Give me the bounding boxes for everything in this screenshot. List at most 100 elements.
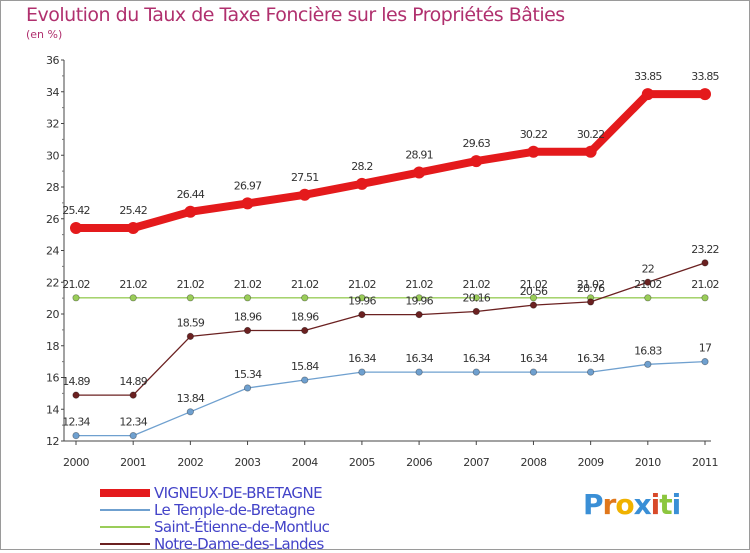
x-tick-label: 2006 xyxy=(406,456,432,469)
y-tick-label: 34 xyxy=(46,86,59,99)
data-label: 25.42 xyxy=(62,204,90,217)
data-label: 33.85 xyxy=(634,70,662,83)
data-label: 14.89 xyxy=(62,375,90,388)
y-tick-label: 22 xyxy=(46,276,59,289)
chart-title: Evolution du Taux de Taxe Foncière sur l… xyxy=(26,4,565,26)
data-label: 12.34 xyxy=(119,416,147,429)
data-label: 16.34 xyxy=(463,352,491,365)
data-label: 21.02 xyxy=(177,278,205,291)
data-point xyxy=(529,368,538,376)
data-label: 17 xyxy=(699,342,712,355)
data-label: 21.02 xyxy=(463,278,491,291)
data-point xyxy=(186,408,194,416)
series-line-3 xyxy=(75,262,706,396)
data-label: 18.59 xyxy=(177,316,205,329)
data-label: 16.34 xyxy=(577,352,605,365)
data-point xyxy=(129,391,137,399)
data-point xyxy=(415,294,423,302)
data-point xyxy=(472,307,480,316)
data-label: 28.2 xyxy=(351,160,372,173)
data-label: 20.76 xyxy=(577,282,605,295)
y-tick-label: 32 xyxy=(46,118,59,131)
data-point xyxy=(243,326,252,335)
y-tick-label: 18 xyxy=(46,340,59,353)
data-point xyxy=(415,311,423,319)
logo-letter: P xyxy=(583,488,604,521)
x-tick-label: 2005 xyxy=(349,456,375,469)
data-point xyxy=(701,358,709,366)
data-point xyxy=(584,145,597,158)
data-label: 16.83 xyxy=(634,344,662,357)
legend: VIGNEUX-DE-BRETAGNE Le Temple-de-Bretagne… xyxy=(100,483,330,553)
data-label: 21.02 xyxy=(234,278,262,291)
legend-label: Notre-Dame-des-Landes xyxy=(154,534,324,553)
legend-label: Le Temple-de-Bretagne xyxy=(154,500,315,519)
data-point xyxy=(529,294,538,302)
legend-item: VIGNEUX-DE-BRETAGNE xyxy=(100,483,329,502)
data-point xyxy=(644,294,652,302)
axes: 12 14 16 18 20 22 24 26 28 30 32 34 36 2000 2001 2002 20… xyxy=(46,54,719,469)
data-point xyxy=(301,376,309,384)
data-point xyxy=(241,197,254,210)
data-point xyxy=(529,301,538,309)
y-tick-label: 26 xyxy=(46,213,59,226)
data-label: 21.02 xyxy=(348,278,376,291)
data-point xyxy=(472,294,480,302)
y-tick-label: 36 xyxy=(46,54,59,67)
data-point xyxy=(587,298,595,306)
data-point xyxy=(470,155,483,168)
data-label: 21.02 xyxy=(291,278,319,291)
data-point xyxy=(301,326,309,335)
data-label: 21.02 xyxy=(62,278,90,291)
data-label: 16.34 xyxy=(520,352,548,365)
legend-item: Notre-Dame-des-Landes xyxy=(100,534,329,553)
y-tick-label: 12 xyxy=(46,435,59,448)
data-label: 26.97 xyxy=(234,179,262,192)
legend-item: Le Temple-de-Bretagne xyxy=(100,500,329,519)
legend-label: Saint-Étienne-de-Montluc xyxy=(154,517,330,536)
legend-swatch xyxy=(100,525,150,528)
data-label: 19.96 xyxy=(405,295,433,308)
logo-letter: r xyxy=(602,488,617,521)
x-tick-label: 2007 xyxy=(463,456,489,469)
series-line-0 xyxy=(72,90,709,232)
x-tick-label: 2011 xyxy=(692,456,718,469)
data-label: 30.22 xyxy=(520,128,548,141)
legend-label: VIGNEUX-DE-BRETAGNE xyxy=(154,483,323,502)
data-label: 16.34 xyxy=(348,352,376,365)
data-label: 28.91 xyxy=(405,149,433,162)
x-tick-label: 2004 xyxy=(292,456,318,469)
logo-letter: o xyxy=(615,488,634,521)
data-label: 26.44 xyxy=(177,188,205,201)
data-label: 20.56 xyxy=(520,285,548,298)
data-point xyxy=(358,294,366,302)
y-axis-unit-label: (en %) xyxy=(26,28,63,41)
data-point xyxy=(301,294,309,302)
y-tick-label: 20 xyxy=(46,308,59,321)
data-point xyxy=(358,311,366,319)
x-tick-label: 2002 xyxy=(177,456,203,469)
data-label: 18.96 xyxy=(234,311,262,324)
data-point xyxy=(355,177,368,190)
data-label: 14.89 xyxy=(119,375,147,388)
data-label: 21.02 xyxy=(691,278,719,291)
logo-letter: i xyxy=(650,488,661,521)
logo-letter: i xyxy=(671,488,682,521)
data-point xyxy=(701,294,709,302)
legend-swatch xyxy=(100,508,150,511)
proxiti-logo: Proxiti xyxy=(583,488,682,521)
data-label: 29.63 xyxy=(463,137,491,150)
data-label: 12.34 xyxy=(62,416,90,429)
data-label: 25.42 xyxy=(119,204,147,217)
data-label: 15.84 xyxy=(291,360,319,373)
data-point xyxy=(472,368,480,376)
data-label: 30.22 xyxy=(577,128,605,141)
y-tick-label: 16 xyxy=(46,372,59,385)
x-tick-label: 2010 xyxy=(635,456,661,469)
data-point xyxy=(699,88,711,101)
data-point xyxy=(415,368,423,376)
data-point xyxy=(358,368,366,376)
data-point xyxy=(70,221,82,234)
data-point xyxy=(72,391,80,399)
